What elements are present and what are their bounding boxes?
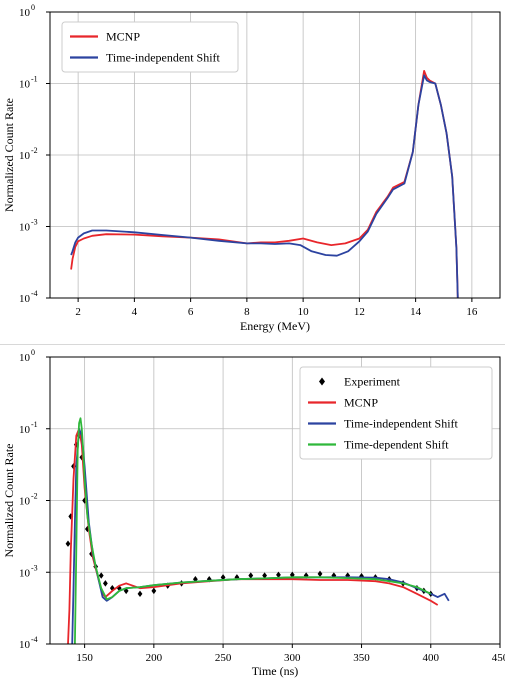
data-point (123, 587, 129, 595)
x-tick-label: 4 (132, 306, 138, 318)
y-tick-label: 10 (19, 222, 31, 234)
x-axis-label: Time (ns) (252, 664, 299, 678)
y-tick-label: 10 (19, 567, 31, 579)
chart-2: 15020025030035040045010-410-310-210-1100… (2, 348, 505, 678)
x-tick-label: 2 (75, 306, 81, 318)
series-time-independent-shift (71, 427, 450, 644)
data-point (276, 571, 281, 579)
x-tick-label: 400 (423, 652, 440, 664)
x-tick-label: 300 (284, 652, 301, 664)
y-tick-label: 10 (19, 496, 31, 508)
x-tick-label: 200 (146, 652, 163, 664)
x-tick-label: 14 (410, 306, 422, 318)
legend-marker (319, 377, 325, 386)
x-tick-label: 8 (244, 306, 250, 318)
y-tick-exponent: -4 (31, 289, 38, 298)
y-tick-exponent: -3 (31, 563, 38, 572)
data-point (262, 572, 268, 579)
data-point (116, 584, 122, 592)
data-point (345, 572, 351, 579)
y-tick-label: 10 (19, 7, 31, 19)
y-tick-label: 10 (19, 424, 31, 436)
y-axis-label: Normalized Count Rate (2, 98, 16, 212)
legend-box (299, 366, 493, 460)
y-axis-label: Normalized Count Rate (2, 444, 16, 558)
legend-label: MCNP (106, 30, 140, 44)
data-point (109, 584, 115, 592)
data-point (65, 540, 71, 547)
data-point (68, 513, 74, 520)
y-tick-exponent: -3 (31, 218, 38, 227)
x-tick-label: 6 (188, 306, 194, 318)
x-tick-label: 450 (492, 652, 505, 664)
data-point (248, 572, 254, 579)
legend-label: Time-independent Shift (344, 417, 459, 431)
legend: Experiment MCNP Time-independent Shift Time… (299, 366, 493, 460)
y-tick-exponent: 0 (31, 3, 35, 12)
legend-label: Experiment (344, 375, 401, 389)
series-mcnp (67, 427, 439, 644)
y-tick-exponent: -1 (31, 75, 38, 84)
y-tick-exponent: -1 (31, 420, 38, 429)
series-time-independent-shift (70, 74, 459, 298)
legend-label: Time-dependent Shift (344, 438, 449, 452)
data-point (303, 572, 309, 579)
panel-divider (0, 344, 505, 345)
x-tick-label: 250 (215, 652, 232, 664)
x-tick-label: 12 (354, 306, 365, 318)
x-tick-label: 350 (353, 652, 370, 664)
data-point (137, 590, 143, 598)
data-point (151, 587, 157, 595)
y-tick-label: 10 (19, 150, 31, 162)
data-point (220, 574, 226, 581)
data-point (102, 580, 108, 587)
x-tick-label: 150 (76, 652, 93, 664)
legend-label: MCNP (344, 396, 378, 410)
x-tick-label: 10 (298, 306, 310, 318)
y-tick-exponent: -2 (31, 146, 38, 155)
y-tick-exponent: -2 (31, 492, 38, 501)
y-tick-exponent: 0 (31, 348, 35, 357)
x-tick-label: 16 (466, 306, 478, 318)
legend-box (61, 21, 239, 73)
y-tick-label: 10 (19, 352, 31, 364)
data-point (331, 572, 337, 579)
data-point (84, 525, 90, 533)
data-point (206, 576, 212, 583)
x-axis-label: Energy (MeV) (240, 319, 310, 333)
data-point (192, 576, 198, 583)
series-mcnp (70, 70, 459, 298)
y-tick-label: 10 (19, 79, 31, 91)
series-time-dependent-shift (74, 417, 432, 644)
y-tick-label: 10 (19, 639, 31, 651)
legend: MCNP Time-independent Shift (61, 21, 239, 73)
data-point (289, 571, 295, 579)
y-tick-exponent: -4 (31, 635, 38, 644)
data-point (98, 572, 104, 579)
y-tick-label: 10 (19, 293, 31, 305)
legend-label: Time-independent Shift (106, 51, 221, 65)
data-point (317, 570, 323, 578)
